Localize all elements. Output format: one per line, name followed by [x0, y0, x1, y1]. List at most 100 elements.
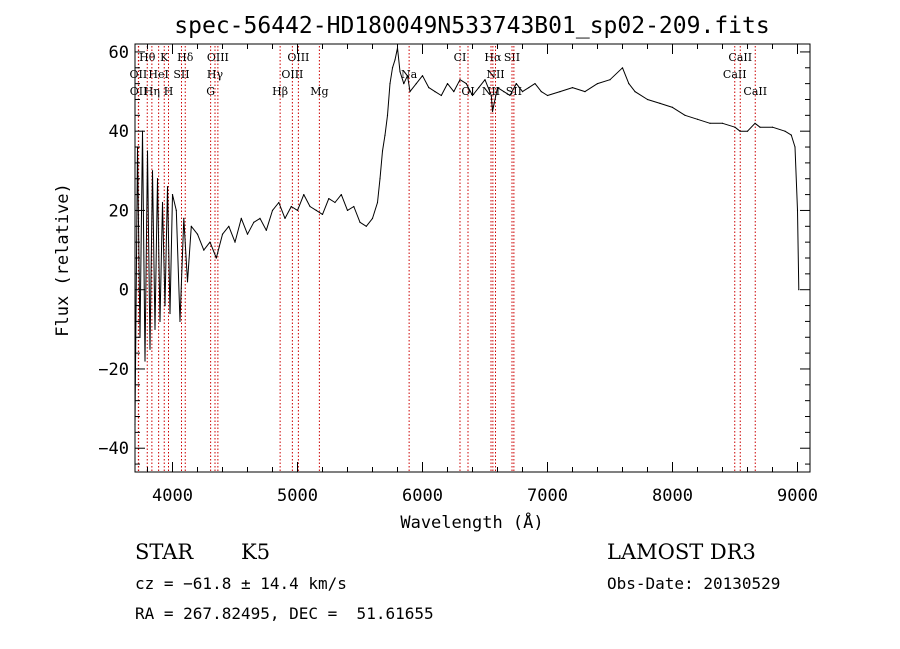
spectrum-point [584, 91, 586, 93]
y-tick-label: 0 [119, 281, 129, 301]
spectrum-point [315, 209, 317, 211]
spectrum-point [156, 178, 159, 180]
spectrum-point [490, 94, 492, 97]
spectrum-point [759, 126, 761, 128]
spectral-line-label: Hβ [272, 85, 288, 98]
spectrum-point [399, 71, 401, 73]
spectrum-chart: spec-56442-HD180049N533743B01_sp02-209.f… [53, 13, 818, 533]
spectral-line-label: HeI [148, 68, 168, 81]
spectral-line-label: OII [130, 85, 148, 98]
plot-frame [134, 43, 811, 473]
spectrum-point [149, 348, 151, 350]
spectrum-point [381, 150, 384, 152]
spectral-line-label: CaII [743, 85, 767, 98]
spectrum-point [734, 126, 736, 128]
spectrum-point [159, 320, 161, 322]
spectral-line-label: OIII [287, 51, 309, 64]
spectrum-point [453, 91, 455, 93]
spectrum-point [271, 209, 274, 211]
spectral-line-label: Mg [310, 85, 328, 98]
spectrum-point [503, 91, 505, 93]
spectrum-point [709, 122, 711, 124]
spectral-line-label: SII [506, 85, 522, 98]
survey-name: LAMOST DR3 [607, 540, 756, 564]
spectral-line-label: SII [504, 51, 520, 64]
spectrum-point [376, 201, 379, 204]
y-tick-label: −20 [98, 360, 129, 380]
spectral-line-label: NII [486, 68, 504, 81]
spectrum-point [571, 87, 574, 89]
spectrum-point [386, 114, 389, 116]
spectrum-point [296, 209, 299, 211]
spectrum-point [246, 233, 249, 235]
y-tick-label: −40 [98, 439, 129, 459]
spectrum-point [183, 217, 185, 219]
spectrum-point [484, 79, 486, 81]
spectrum-point [794, 146, 796, 148]
observation-date: Obs-Date: 20130529 [607, 574, 781, 593]
spectrum-point [496, 87, 499, 89]
spectrum-point [334, 201, 336, 204]
spectral-line-label: Hγ [207, 68, 224, 81]
spectrum-point [144, 360, 146, 362]
spectrum-point [478, 87, 480, 89]
spectrum-point [609, 79, 611, 81]
spectrum-point [540, 91, 542, 93]
spectrum-point [628, 83, 630, 85]
spectrum-point [798, 289, 800, 291]
spectrum-point [164, 305, 166, 307]
spectrum-point [534, 83, 536, 85]
spectrum-point [515, 83, 517, 85]
x-tick-label: 8000 [652, 486, 693, 506]
spectrum-point [175, 209, 177, 211]
spectral-line-label: Na [401, 68, 418, 81]
spectrum-point [359, 221, 361, 223]
spectrum-point [265, 229, 267, 231]
spectral-line-label: OIII [281, 68, 303, 81]
spectrum-point [321, 213, 324, 215]
spectrum-point [721, 122, 724, 124]
x-axis-label: Wavelength (Å) [400, 511, 543, 533]
redshift-velocity: cz = −61.8 ± 14.4 km/s [135, 574, 347, 593]
object-subclass: K5 [241, 540, 271, 564]
spectrum-point [190, 225, 192, 227]
spectrum-point [384, 134, 386, 136]
spectrum-point [796, 209, 799, 211]
spectrum-point [340, 194, 342, 196]
spectral-line-label: OI [461, 85, 474, 98]
spectrum-point [278, 201, 280, 204]
coordinates: RA = 267.82495, DEC = 51.61655 [135, 604, 434, 623]
spectrum-point [171, 194, 174, 196]
spectrum-point [394, 59, 396, 61]
spectrum-point [621, 67, 624, 69]
spectrum-point [596, 83, 599, 85]
spectrum-point [771, 126, 774, 128]
spectrum-point [166, 186, 169, 188]
spectrum-point [240, 217, 242, 219]
spectrum-point [684, 114, 686, 116]
spectrum-point [521, 91, 524, 93]
spectrum-point [491, 110, 494, 112]
spectrum-point [415, 83, 417, 85]
spectrum-point [151, 170, 154, 172]
x-tick-label: 6000 [402, 486, 443, 506]
spectral-line-label: CI [454, 51, 467, 64]
spectral-line-label: CaII [728, 51, 752, 64]
spectral-line-label: K [160, 51, 169, 64]
spectral-line-label: G [206, 85, 215, 98]
spectrum-point [186, 281, 189, 283]
chart-title: spec-56442-HD180049N533743B01_sp02-209.f… [174, 13, 769, 39]
x-axis-ticks: 4000 5000 6000 7000 8000 9000 [147, 44, 818, 506]
spectrum-point [746, 130, 749, 132]
spectrum-point [790, 134, 792, 136]
spectrum-series [134, 47, 800, 425]
spectrum-point [228, 225, 230, 227]
spectrum-point [471, 94, 474, 97]
spectrum-point [509, 94, 511, 97]
y-tick-label: 20 [109, 201, 129, 221]
spectrum-point [421, 75, 424, 77]
spectrum-point [739, 130, 741, 132]
spectrum-point [546, 94, 549, 97]
